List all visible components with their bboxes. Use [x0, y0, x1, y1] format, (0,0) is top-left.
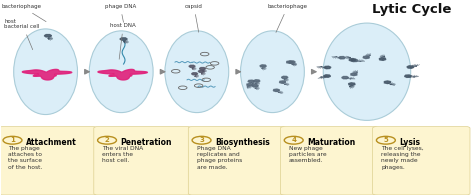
Polygon shape — [282, 76, 288, 79]
Text: host
bacterial cell: host bacterial cell — [4, 19, 40, 50]
Text: Attachment: Attachment — [26, 138, 76, 146]
Polygon shape — [349, 59, 356, 61]
Text: Biosynthesis: Biosynthesis — [215, 138, 270, 146]
Polygon shape — [191, 73, 198, 75]
Circle shape — [98, 136, 117, 144]
Polygon shape — [198, 70, 204, 72]
Text: capsid: capsid — [185, 4, 203, 32]
Polygon shape — [363, 56, 369, 59]
Text: bacteriophage: bacteriophage — [268, 4, 308, 32]
FancyBboxPatch shape — [281, 127, 378, 195]
Polygon shape — [379, 58, 386, 60]
Polygon shape — [98, 69, 147, 80]
Circle shape — [192, 136, 211, 144]
Polygon shape — [324, 75, 330, 77]
Text: The cell lyses,
releasing the
newly made
phages.: The cell lyses, releasing the newly made… — [381, 146, 424, 170]
FancyBboxPatch shape — [373, 127, 470, 195]
Text: The viral DNA
enters the
host cell.: The viral DNA enters the host cell. — [102, 146, 144, 163]
Polygon shape — [248, 80, 255, 83]
Ellipse shape — [323, 23, 410, 120]
Ellipse shape — [165, 31, 229, 113]
Polygon shape — [252, 85, 258, 87]
Polygon shape — [247, 83, 253, 86]
Text: Penetration: Penetration — [120, 138, 172, 146]
Polygon shape — [351, 73, 357, 76]
Text: New phage
particles are
assembled.: New phage particles are assembled. — [289, 146, 327, 163]
Ellipse shape — [14, 29, 77, 114]
Text: The phage
attaches to
the surface
of the host.: The phage attaches to the surface of the… — [8, 146, 42, 170]
Polygon shape — [351, 59, 358, 62]
Polygon shape — [260, 65, 266, 67]
Polygon shape — [384, 81, 391, 83]
Polygon shape — [407, 66, 414, 68]
Text: 1: 1 — [10, 137, 15, 143]
Polygon shape — [342, 76, 348, 79]
FancyBboxPatch shape — [0, 127, 97, 195]
Circle shape — [284, 136, 303, 144]
Polygon shape — [120, 38, 127, 40]
Polygon shape — [324, 66, 331, 69]
Ellipse shape — [240, 31, 304, 113]
Ellipse shape — [89, 31, 153, 113]
Polygon shape — [280, 81, 286, 83]
Text: 5: 5 — [383, 137, 388, 143]
Polygon shape — [22, 69, 72, 80]
Text: Lytic Cycle: Lytic Cycle — [372, 3, 452, 16]
Polygon shape — [189, 65, 195, 67]
Circle shape — [376, 136, 395, 144]
Text: phage DNA: phage DNA — [105, 4, 136, 22]
FancyBboxPatch shape — [188, 127, 286, 195]
FancyBboxPatch shape — [94, 127, 191, 195]
Text: 4: 4 — [291, 137, 296, 143]
Polygon shape — [404, 75, 411, 77]
Polygon shape — [338, 57, 346, 59]
Text: 3: 3 — [199, 137, 204, 143]
Text: bacteriophage: bacteriophage — [1, 4, 46, 22]
Polygon shape — [289, 61, 295, 63]
Text: Maturation: Maturation — [307, 138, 355, 146]
Circle shape — [3, 136, 22, 144]
Polygon shape — [254, 80, 260, 82]
Text: Phage DNA
replicates and
phage proteins
are made.: Phage DNA replicates and phage proteins … — [197, 146, 242, 170]
Polygon shape — [273, 89, 280, 92]
Polygon shape — [287, 61, 292, 63]
Text: host DNA: host DNA — [110, 24, 136, 59]
Polygon shape — [348, 83, 355, 85]
Polygon shape — [44, 34, 52, 37]
Text: 2: 2 — [105, 137, 109, 143]
Text: Lysis: Lysis — [399, 138, 420, 146]
Polygon shape — [200, 68, 206, 70]
